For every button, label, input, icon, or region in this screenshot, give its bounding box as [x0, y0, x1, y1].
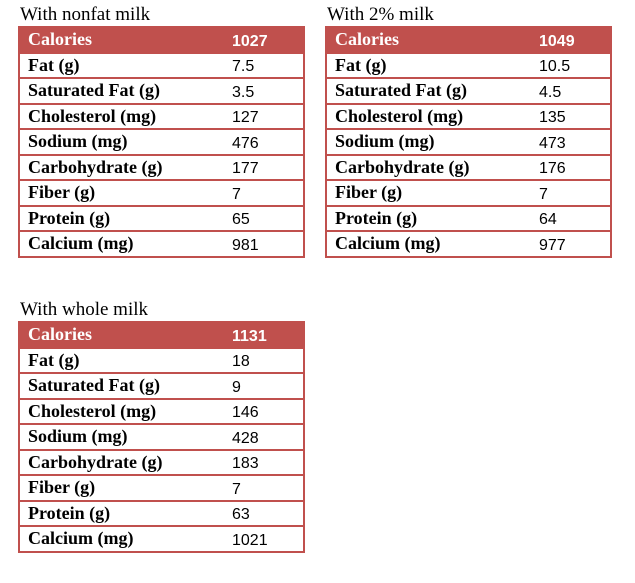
row-label: Fiber (g)	[326, 180, 531, 207]
row-value: 9	[224, 373, 304, 400]
row-value: 1021	[224, 526, 304, 553]
table-title: With whole milk	[20, 299, 148, 320]
table-title: With nonfat milk	[20, 4, 151, 25]
row: Fat (g) 18	[19, 347, 304, 374]
row: Sodium (mg) 476	[19, 129, 304, 156]
row-value: 135	[531, 103, 611, 130]
row-value: 18	[224, 347, 304, 374]
row-value: 7	[224, 475, 304, 502]
row: Protein (g) 65	[19, 205, 304, 232]
row-value: 473	[531, 129, 611, 156]
row-label: Calcium (mg)	[326, 231, 531, 258]
row: Calcium (mg) 1021	[19, 526, 304, 553]
row: Carbohydrate (g) 176	[326, 154, 611, 181]
row-label: Fiber (g)	[19, 475, 224, 502]
nutrition-block: With nonfat milk Calories 1027 Fat (g) 7.5 Sa…	[18, 4, 305, 258]
row: Carbohydrate (g) 183	[19, 449, 304, 476]
row-value: 177	[224, 154, 304, 181]
row-label: Protein (g)	[19, 500, 224, 527]
nutrition-block: With whole milk Calories 1131 Fat (g) 18 Satu…	[18, 299, 305, 553]
row-value: 4.5	[531, 78, 611, 105]
row-label: Cholesterol (mg)	[19, 103, 224, 130]
row-label: Saturated Fat (g)	[326, 78, 531, 105]
row-value: 65	[224, 205, 304, 232]
header-label: Calories	[19, 322, 224, 349]
row-value: 183	[224, 449, 304, 476]
nutrition-table: Calories 1027 Fat (g) 7.5 Saturated Fat (g) 3…	[18, 26, 305, 258]
row-value: 977	[531, 231, 611, 258]
row: Cholesterol (mg) 146	[19, 398, 304, 425]
row: Calcium (mg) 981	[19, 231, 304, 258]
header-value: 1131	[224, 322, 304, 349]
row-label: Carbohydrate (g)	[19, 154, 224, 181]
row-value: 7	[531, 180, 611, 207]
row-label: Saturated Fat (g)	[19, 373, 224, 400]
row-value: 7.5	[224, 52, 304, 79]
row-value: 10.5	[531, 52, 611, 79]
row: Cholesterol (mg) 127	[19, 103, 304, 130]
row-value: 981	[224, 231, 304, 258]
row-value: 127	[224, 103, 304, 130]
row-label: Carbohydrate (g)	[19, 449, 224, 476]
row: Saturated Fat (g) 4.5	[326, 78, 611, 105]
row-value: 146	[224, 398, 304, 425]
nutrition-block: With 2% milk Calories 1049 Fat (g) 10.5 Satur…	[325, 4, 612, 258]
nutrition-table: Calories 1131 Fat (g) 18 Saturated Fat (g) 9 C…	[18, 321, 305, 553]
header-value: 1049	[531, 27, 611, 54]
row-label: Calcium (mg)	[19, 231, 224, 258]
row-label: Fat (g)	[326, 52, 531, 79]
header-label: Calories	[326, 27, 531, 54]
row: Saturated Fat (g) 3.5	[19, 78, 304, 105]
row: Protein (g) 63	[19, 500, 304, 527]
row: Sodium (mg) 473	[326, 129, 611, 156]
header-label: Calories	[19, 27, 224, 54]
row-label: Fat (g)	[19, 347, 224, 374]
row: Fiber (g) 7	[19, 180, 304, 207]
row-label: Fiber (g)	[19, 180, 224, 207]
row-label: Calcium (mg)	[19, 526, 224, 553]
row-label: Fat (g)	[19, 52, 224, 79]
header-row: Calories 1049	[326, 27, 611, 54]
header-row: Calories 1131	[19, 322, 304, 349]
row: Fiber (g) 7	[19, 475, 304, 502]
row: Fat (g) 7.5	[19, 52, 304, 79]
row-value: 428	[224, 424, 304, 451]
nutrition-table: Calories 1049 Fat (g) 10.5 Saturated Fat (g)…	[325, 26, 612, 258]
header-value: 1027	[224, 27, 304, 54]
row-label: Protein (g)	[19, 205, 224, 232]
row: Sodium (mg) 428	[19, 424, 304, 451]
row: Carbohydrate (g) 177	[19, 154, 304, 181]
row: Cholesterol (mg) 135	[326, 103, 611, 130]
row-label: Carbohydrate (g)	[326, 154, 531, 181]
row-value: 3.5	[224, 78, 304, 105]
row-value: 476	[224, 129, 304, 156]
row: Protein (g) 64	[326, 205, 611, 232]
row-label: Cholesterol (mg)	[326, 103, 531, 130]
row-label: Saturated Fat (g)	[19, 78, 224, 105]
row-label: Cholesterol (mg)	[19, 398, 224, 425]
row-label: Sodium (mg)	[19, 129, 224, 156]
row-value: 63	[224, 500, 304, 527]
table-title: With 2% milk	[327, 4, 434, 25]
row: Saturated Fat (g) 9	[19, 373, 304, 400]
row-label: Sodium (mg)	[19, 424, 224, 451]
row-label: Protein (g)	[326, 205, 531, 232]
row-label: Sodium (mg)	[326, 129, 531, 156]
row: Fat (g) 10.5	[326, 52, 611, 79]
row-value: 7	[224, 180, 304, 207]
row: Fiber (g) 7	[326, 180, 611, 207]
row: Calcium (mg) 977	[326, 231, 611, 258]
header-row: Calories 1027	[19, 27, 304, 54]
row-value: 64	[531, 205, 611, 232]
row-value: 176	[531, 154, 611, 181]
